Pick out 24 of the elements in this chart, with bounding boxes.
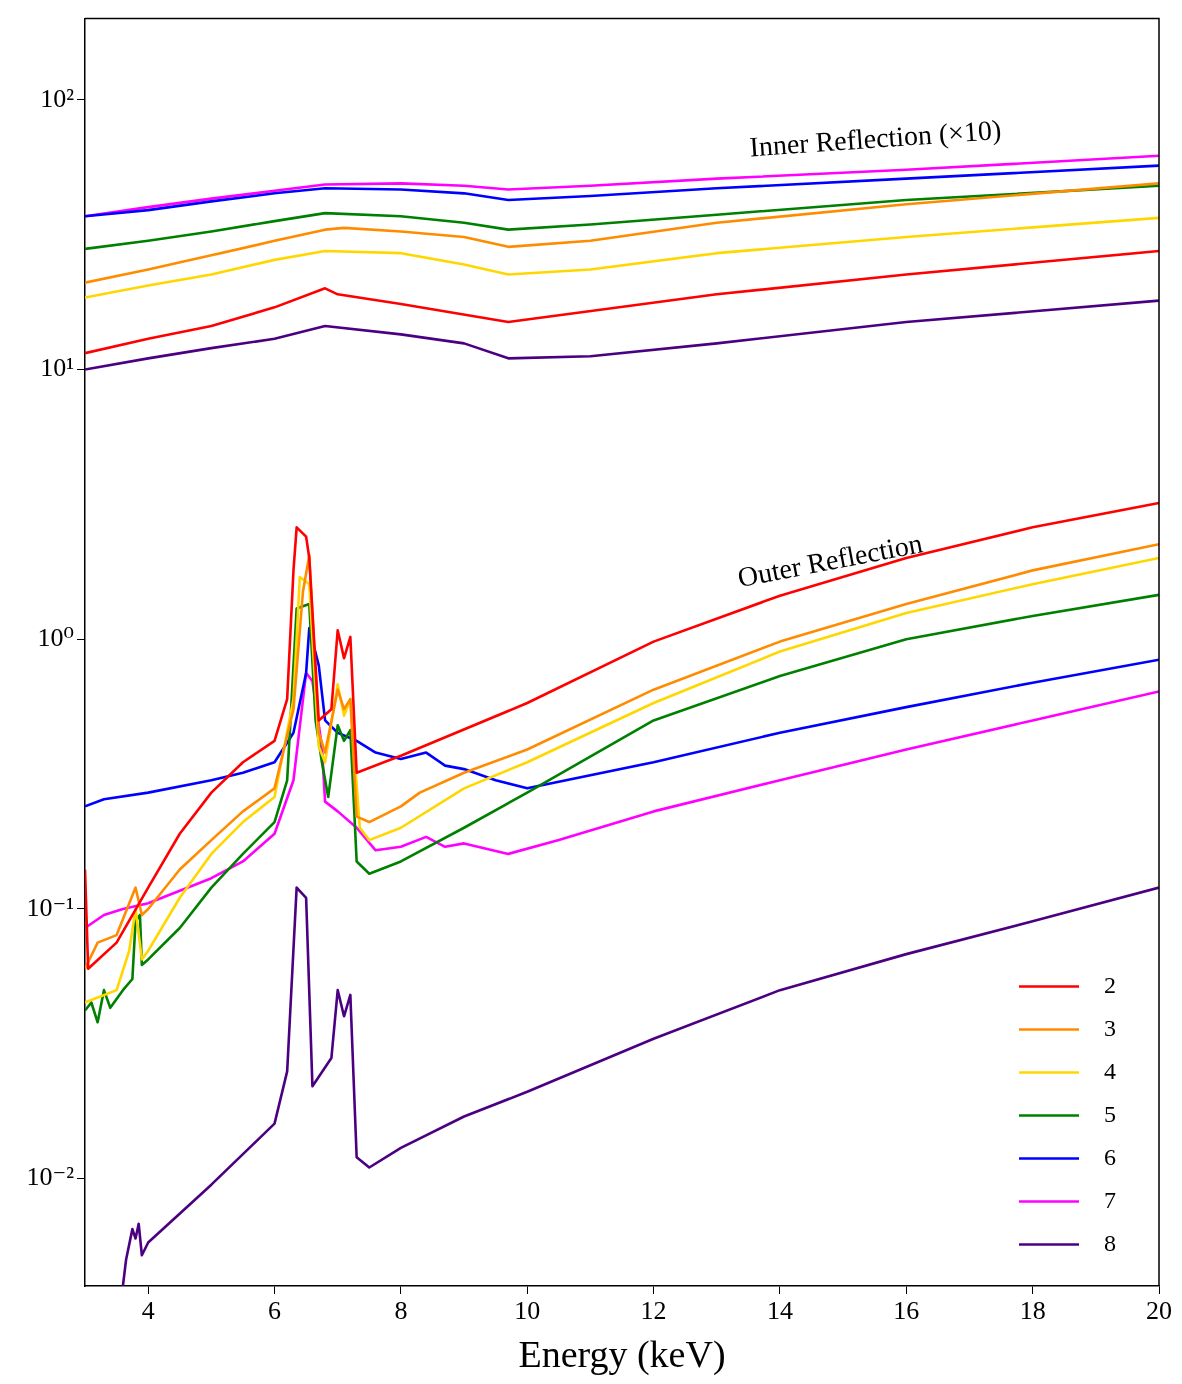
x-tick-label: 16 — [893, 1296, 920, 1326]
legend-label: 3 — [1104, 1014, 1116, 1041]
legend-label: 7 — [1104, 1186, 1116, 1213]
x-tick-label: 4 — [141, 1296, 155, 1326]
x-tick-label: 12 — [640, 1296, 667, 1326]
legend-label: 2 — [1104, 971, 1116, 998]
annotation: Inner Reflection (×10) — [748, 113, 1003, 163]
x-tick-label: 20 — [1146, 1296, 1172, 1326]
y-tick-label: 10¹ — [40, 353, 74, 383]
x-tick-label: 14 — [766, 1296, 793, 1326]
y-tick-label: 10⁰ — [37, 623, 74, 653]
x-tick-label: 8 — [394, 1296, 408, 1326]
legend-label: 4 — [1104, 1057, 1116, 1084]
y-tick-label: 10⁻¹ — [26, 892, 74, 922]
legend-label: 5 — [1104, 1100, 1116, 1127]
legend-label: 6 — [1104, 1143, 1116, 1170]
legend-label: 8 — [1104, 1229, 1116, 1256]
y-tick-label: 10⁻² — [26, 1162, 75, 1192]
y-tick-label: 10² — [40, 83, 75, 113]
x-tick-label: 10 — [514, 1296, 541, 1326]
annotation: Outer Reflection — [735, 527, 925, 594]
x-tick-label: 18 — [1019, 1296, 1046, 1326]
x-tick-label: 6 — [268, 1296, 282, 1326]
x-axis-title: Energy (keV) — [518, 1333, 726, 1377]
